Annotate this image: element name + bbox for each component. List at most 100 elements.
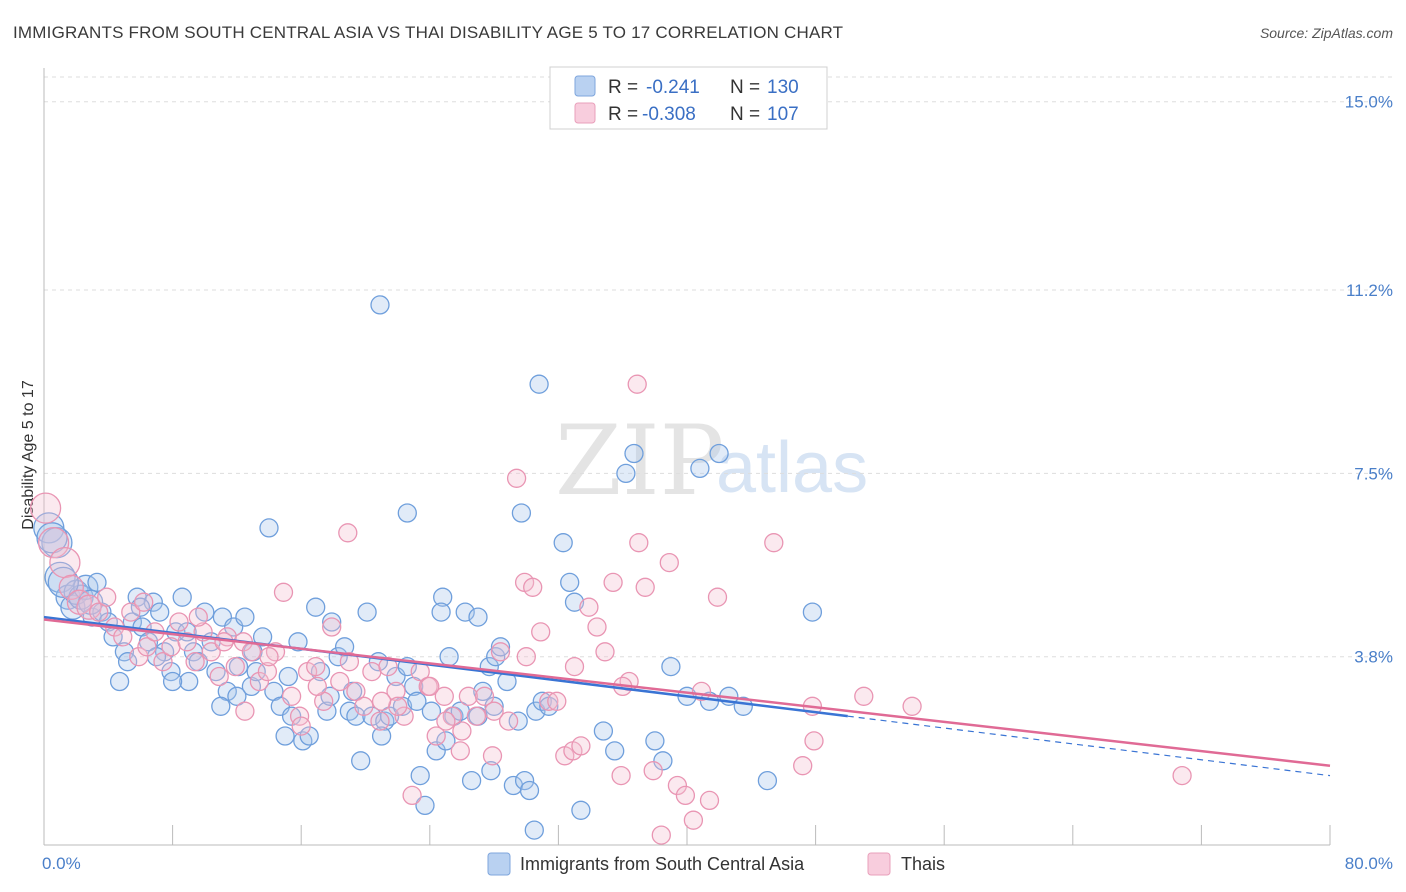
- point-immigrants-55: [351, 751, 371, 771]
- point-thais-39: [354, 696, 374, 716]
- point-immigrants-24: [172, 587, 192, 607]
- point-thais-91: [516, 647, 536, 667]
- legend-n-label-1: N =: [730, 77, 760, 98]
- point-thais-37: [338, 523, 358, 543]
- point-immigrants-109: [709, 443, 729, 464]
- point-immigrants-63: [397, 503, 417, 523]
- point-immigrants-66: [415, 795, 435, 816]
- point-thais-27: [257, 661, 278, 682]
- point-immigrants-28: [195, 602, 215, 622]
- point-thais-55: [482, 746, 503, 766]
- point-thais-56: [490, 642, 511, 662]
- point-thais-89: [452, 721, 472, 741]
- chart-source: Source: ZipAtlas.com: [1260, 25, 1393, 41]
- point-thais-71: [611, 765, 631, 786]
- point-thais-101: [134, 592, 154, 612]
- point-thais-52: [458, 686, 479, 706]
- point-thais-105: [307, 676, 327, 697]
- point-immigrants-102: [624, 443, 644, 464]
- point-thais-70: [603, 572, 623, 593]
- point-thais-83: [707, 587, 728, 607]
- point-thais-10: [121, 602, 141, 622]
- point-immigrants-95: [553, 533, 573, 553]
- point-immigrants-60: [379, 706, 400, 726]
- point-thais-104: [259, 647, 279, 667]
- bottom-legend-label-immigrants: Immigrants from South Central Asia: [520, 854, 805, 874]
- legend-r-label-2: R =: [608, 104, 638, 125]
- point-thais-106: [371, 691, 392, 711]
- point-immigrants-70: [439, 647, 459, 667]
- legend-n-label-2: N =: [730, 104, 760, 125]
- point-immigrants-90: [431, 602, 451, 622]
- point-thais-44: [394, 706, 414, 726]
- y-tick-label-0: 3.8%: [1354, 648, 1393, 667]
- point-immigrants-128: [524, 820, 544, 840]
- point-thais-23: [225, 656, 245, 677]
- point-immigrants-98: [571, 800, 591, 820]
- point-thais-88: [420, 676, 440, 697]
- point-immigrants-104: [653, 751, 673, 771]
- point-thais-99: [902, 696, 922, 716]
- point-immigrants-65: [410, 765, 430, 786]
- point-immigrants-50: [322, 612, 342, 632]
- point-thais-3: [58, 574, 84, 600]
- point-thais-11: [129, 647, 149, 667]
- point-thais-48: [426, 726, 446, 746]
- point-immigrants-92: [484, 696, 504, 716]
- point-thais-100: [1172, 765, 1192, 786]
- bottom-legend: Immigrants from South Central Asia Thais: [487, 852, 945, 876]
- legend-box: R = -0.241 N = 130 R = -0.308 N = 107: [549, 66, 828, 130]
- point-thais-45: [402, 785, 422, 806]
- point-immigrants-46: [299, 726, 319, 746]
- legend-n-value-2: 107: [767, 104, 799, 125]
- legend-r-value-2: -0.308: [642, 104, 696, 125]
- point-thais-41: [370, 711, 390, 731]
- point-immigrants-38: [252, 627, 273, 647]
- point-immigrants-39: [259, 518, 279, 538]
- point-thais-12: [137, 637, 157, 657]
- point-thais-82: [699, 790, 720, 811]
- point-thais-36: [330, 671, 350, 692]
- bottom-legend-swatch-immigrants: [487, 852, 511, 876]
- point-immigrants-112: [802, 602, 823, 622]
- y-tick-label-3: 15.0%: [1345, 93, 1393, 112]
- point-immigrants-116: [117, 652, 138, 672]
- y-tick-label-2: 11.2%: [1346, 281, 1393, 300]
- legend-swatch-thais: [574, 102, 596, 124]
- point-thais-76: [651, 825, 671, 845]
- point-immigrants-74: [461, 770, 482, 791]
- point-immigrants-88: [370, 295, 390, 315]
- point-thais-80: [683, 810, 704, 830]
- point-immigrants-79: [490, 637, 511, 657]
- point-thais-57: [498, 711, 519, 731]
- point-thais-61: [531, 622, 551, 642]
- point-thais-29: [273, 582, 294, 602]
- point-immigrants-122: [320, 686, 340, 706]
- point-immigrants-132: [227, 686, 247, 706]
- point-immigrants-67: [421, 701, 442, 721]
- trend-lines: [43, 615, 1331, 777]
- point-immigrants-7: [73, 574, 99, 600]
- point-thais-85: [291, 716, 311, 736]
- point-immigrants-47: [306, 597, 326, 617]
- point-immigrants-56: [357, 602, 377, 622]
- point-thais-108: [629, 533, 649, 553]
- point-thais-102: [188, 607, 208, 627]
- point-thais-95: [793, 756, 813, 776]
- point-immigrants-35: [235, 607, 255, 627]
- axes: [43, 68, 1331, 846]
- point-thais-18: [185, 652, 205, 672]
- point-immigrants-93: [511, 503, 532, 523]
- point-thais-53: [466, 706, 487, 726]
- point-immigrants-89: [468, 607, 488, 627]
- y-tick-labels: 3.8% 7.5% 11.2% 15.0%: [1345, 93, 1393, 667]
- point-thais-69: [595, 642, 615, 662]
- point-thais-35: [322, 617, 342, 637]
- point-immigrants-86: [532, 691, 552, 711]
- bottom-legend-swatch-thais: [867, 852, 891, 876]
- point-thais-84: [235, 701, 255, 721]
- point-immigrants-42: [275, 726, 295, 746]
- point-immigrants-44: [288, 632, 308, 652]
- point-immigrants-107: [690, 458, 710, 479]
